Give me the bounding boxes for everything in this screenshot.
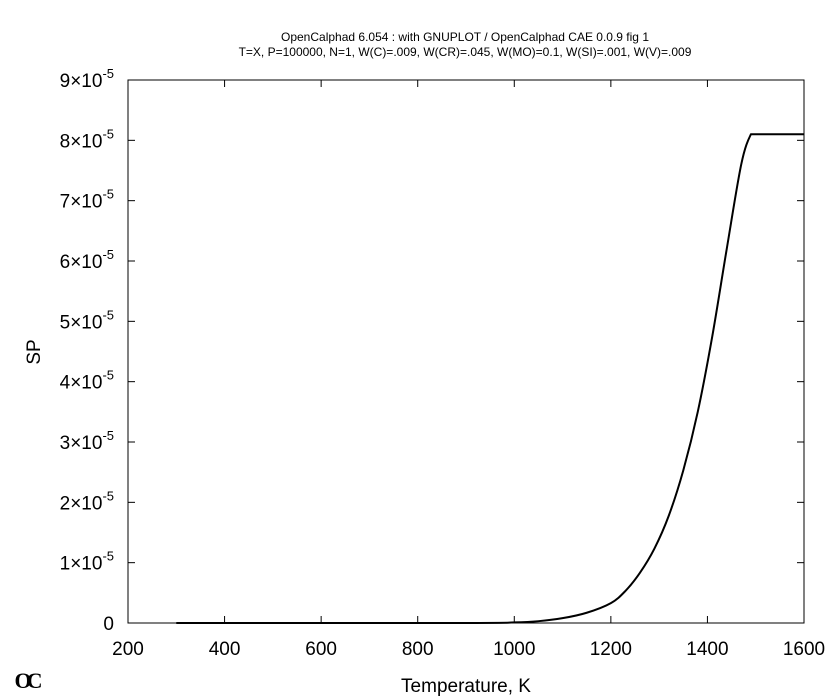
y-tick-label: 7×10-5: [60, 187, 114, 213]
x-tick-label: 1000: [493, 639, 535, 660]
x-axis-label: Temperature, K: [401, 676, 531, 697]
y-tick-exponent: -5: [102, 368, 114, 383]
y-tick-exponent: -5: [102, 428, 114, 443]
y-tick-label: 5×10-5: [60, 307, 114, 333]
y-tick-mantissa: 1×10: [60, 554, 103, 575]
y-tick-mantissa: 4×10: [60, 373, 103, 394]
x-tick-label: 1600: [783, 639, 825, 660]
y-tick-label: 2×10-5: [60, 488, 114, 514]
y-tick-mantissa: 9×10: [60, 71, 103, 92]
y-tick-label: 9×10-5: [60, 66, 114, 92]
y-tick-exponent: -5: [102, 66, 114, 81]
y-tick-exponent: -5: [102, 549, 114, 564]
y-tick-mantissa: 2×10: [60, 493, 103, 514]
y-tick-label: 3×10-5: [60, 428, 114, 454]
y-tick-label: 0: [103, 614, 114, 635]
y-tick-exponent: -5: [102, 126, 114, 141]
plot-frame: [127, 79, 805, 624]
series-line: [176, 133, 804, 624]
x-tick-label: 1200: [590, 639, 632, 660]
y-tick-exponent: -5: [102, 307, 114, 322]
y-tick-label: 4×10-5: [60, 368, 114, 394]
x-tick-label: 200: [112, 639, 144, 660]
y-tick-mantissa: 5×10: [60, 312, 103, 333]
y-tick-exponent: -5: [102, 488, 114, 503]
y-tick-exponent: -5: [102, 187, 114, 202]
y-tick-mantissa: 6×10: [60, 252, 103, 273]
y-tick-label: 6×10-5: [60, 247, 114, 273]
y-tick-mantissa: 8×10: [60, 131, 103, 152]
chart-subtitle: T=X, P=100000, N=1, W(C)=.009, W(CR)=.04…: [239, 45, 692, 59]
y-tick-mantissa: 0: [103, 614, 114, 635]
series-layer: [176, 133, 804, 624]
x-tick-label: 1400: [686, 639, 728, 660]
y-tick-exponent: -5: [102, 247, 114, 262]
chart-title: OpenCalphad 6.054 : with GNUPLOT / OpenC…: [281, 30, 649, 44]
y-tick-mantissa: 3×10: [60, 433, 103, 454]
x-tick-label: 600: [305, 639, 337, 660]
y-tick-mantissa: 7×10: [60, 192, 103, 213]
x-tick-label: 800: [402, 639, 434, 660]
opencalphad-logo: OC: [15, 668, 42, 693]
y-axis-label: SP: [24, 339, 45, 364]
y-tick-label: 8×10-5: [60, 126, 114, 152]
axis-ticks: 200 400 600 800 1000 1200 1400 160001×10-52×10-…: [60, 66, 826, 660]
y-tick-label: 1×10-5: [60, 549, 114, 575]
x-tick-label: 400: [209, 639, 241, 660]
